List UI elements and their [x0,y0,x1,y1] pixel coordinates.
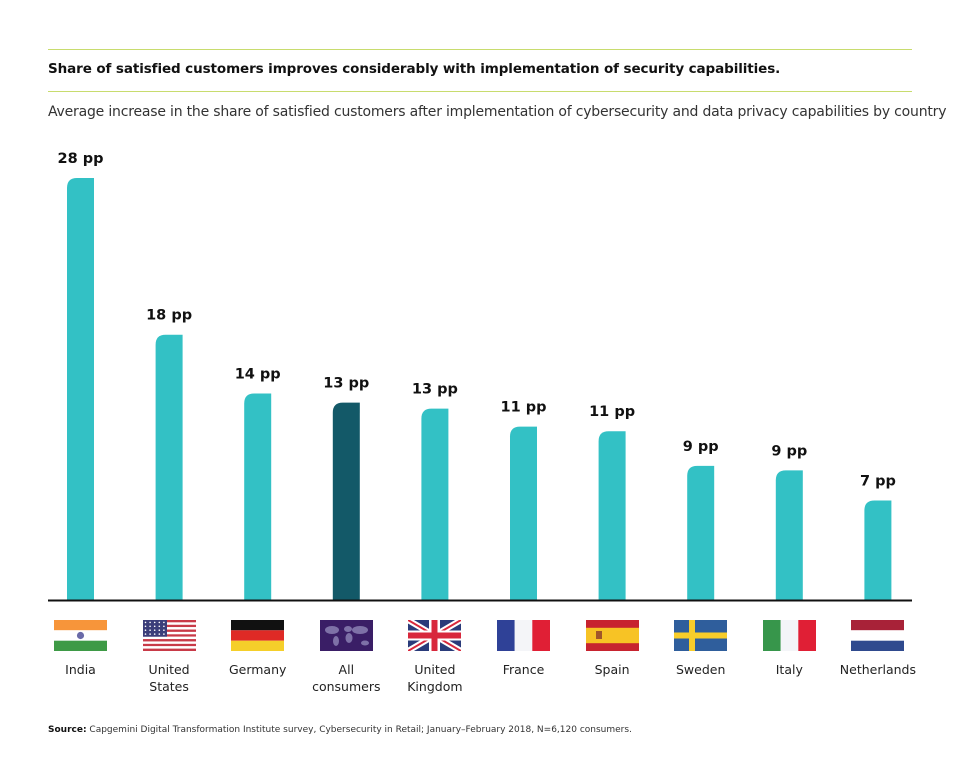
data-label: 14 pp [235,367,281,383]
bar-sweden [687,465,715,600]
bar-all-consumers [332,402,360,600]
category-label: France [502,662,545,677]
data-label: 9 pp [683,439,719,455]
bar-netherlands [864,500,892,600]
source-label: Source: [48,725,87,735]
spain-flag-icon [585,620,639,651]
india-flag-icon [54,620,107,651]
sweden-flag-icon [674,620,728,651]
data-label: 18 pp [146,308,192,324]
category-label: Spain [594,662,630,677]
data-label: 13 pp [412,382,458,398]
world-map-icon [319,620,373,651]
bar-france [510,426,537,600]
category-label: Italy [775,662,803,677]
us-flag-icon [142,620,196,651]
title-divider [48,91,912,92]
category-label: All consumers [312,662,381,694]
source-text: Capgemini Digital Transformation Institu… [86,725,632,735]
data-label: 11 pp [501,400,547,416]
bar-germany [244,393,272,600]
category-label: Netherlands [839,662,916,677]
netherlands-flag-icon [851,620,905,651]
category-label: Germany [228,662,287,677]
italy-flag-icon [762,620,816,651]
germany-flag-icon [231,620,285,651]
source-note: Source: Capgemini Digital Transformation… [48,725,632,735]
france-flag-icon [497,620,550,651]
category-label: United States [148,662,190,694]
bar-chart: 28 pp 18 pp 14 pp 13 pp 13 pp 11 pp 11 pp 9 pp 9… [48,151,912,602]
bar-united-states [155,334,183,600]
bar-india [67,178,94,600]
bar-united-kingdom [421,408,449,600]
chart-title: Share of satisfied customers improves co… [48,61,781,77]
category-label: India [65,662,96,677]
data-label: 13 pp [323,376,369,392]
bar-italy [775,470,803,600]
uk-flag-icon [408,620,462,651]
data-label: 9 pp [771,443,807,459]
bar-spain [598,431,626,600]
data-label: 11 pp [589,404,635,420]
data-label: 28 pp [58,151,104,167]
category-label: Sweden [675,662,726,677]
chart-subtitle: Average increase in the share of satisfi… [48,104,947,120]
top-divider [48,49,912,50]
category-label: United Kingdom [407,662,463,694]
data-label: 7 pp [860,474,896,490]
